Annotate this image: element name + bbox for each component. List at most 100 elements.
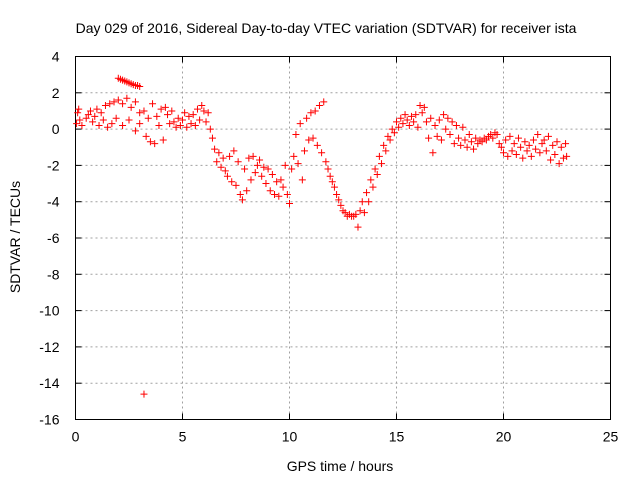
data-point bbox=[198, 102, 206, 110]
data-point bbox=[151, 140, 159, 148]
data-point bbox=[519, 154, 527, 162]
data-point bbox=[286, 200, 293, 208]
data-point bbox=[502, 136, 510, 144]
data-point bbox=[418, 109, 426, 117]
data-point bbox=[185, 112, 193, 120]
data-point bbox=[470, 145, 478, 153]
data-point bbox=[529, 136, 537, 144]
data-point bbox=[440, 111, 448, 119]
data-point bbox=[112, 114, 120, 122]
data-point bbox=[425, 134, 433, 142]
data-point bbox=[433, 132, 441, 140]
data-point bbox=[356, 207, 364, 215]
data-point bbox=[251, 169, 259, 177]
data-point bbox=[204, 109, 212, 117]
data-point bbox=[487, 131, 495, 139]
data-point bbox=[547, 156, 555, 164]
data-point bbox=[457, 141, 465, 149]
data-point bbox=[221, 167, 229, 175]
data-point bbox=[557, 143, 565, 151]
data-point bbox=[542, 147, 550, 155]
data-point bbox=[369, 183, 377, 191]
x-tick-label: 0 bbox=[72, 429, 80, 445]
data-point bbox=[258, 172, 266, 180]
data-point bbox=[131, 98, 139, 106]
data-point bbox=[174, 114, 182, 122]
chart-title: Day 029 of 2016, Sidereal Day-to-day VTE… bbox=[76, 20, 577, 36]
data-point bbox=[378, 160, 386, 168]
data-point bbox=[497, 143, 505, 151]
data-point bbox=[459, 123, 467, 131]
data-point bbox=[510, 140, 518, 148]
data-point bbox=[82, 114, 90, 122]
data-point bbox=[320, 98, 328, 106]
data-point bbox=[236, 190, 244, 198]
data-point bbox=[294, 160, 302, 168]
data-point bbox=[95, 121, 103, 129]
data-point bbox=[281, 161, 289, 169]
data-point bbox=[264, 165, 272, 173]
data-point bbox=[307, 109, 315, 117]
data-point bbox=[395, 123, 403, 131]
data-point bbox=[341, 209, 349, 217]
data-point bbox=[136, 120, 144, 128]
data-point bbox=[450, 140, 458, 148]
data-point bbox=[99, 116, 107, 124]
data-point bbox=[97, 109, 105, 117]
data-point bbox=[324, 165, 332, 173]
data-point bbox=[431, 121, 439, 129]
data-point bbox=[230, 147, 238, 155]
data-point bbox=[527, 152, 535, 160]
x-tick-label: 10 bbox=[282, 429, 298, 445]
data-point bbox=[525, 141, 533, 149]
data-point bbox=[448, 118, 456, 126]
data-point bbox=[260, 163, 268, 171]
data-point bbox=[119, 100, 127, 108]
data-point bbox=[271, 190, 279, 198]
data-point bbox=[544, 132, 552, 140]
data-point bbox=[290, 152, 298, 160]
data-point bbox=[474, 140, 482, 148]
data-point bbox=[422, 118, 430, 126]
data-point bbox=[292, 131, 300, 139]
data-point bbox=[380, 141, 388, 149]
y-tick-label: -4 bbox=[47, 194, 60, 210]
data-point bbox=[219, 154, 227, 162]
data-point bbox=[318, 149, 326, 157]
data-point bbox=[328, 178, 336, 186]
data-point bbox=[249, 152, 257, 160]
data-point bbox=[296, 120, 304, 128]
data-point bbox=[330, 183, 338, 191]
data-point bbox=[463, 143, 471, 151]
data-point bbox=[382, 147, 390, 155]
data-point bbox=[119, 121, 127, 129]
data-point bbox=[213, 158, 221, 166]
data-point bbox=[371, 165, 379, 173]
data-point bbox=[562, 140, 570, 148]
data-point bbox=[108, 120, 116, 128]
data-point bbox=[140, 107, 148, 115]
data-point bbox=[373, 170, 381, 178]
data-point bbox=[179, 116, 186, 124]
data-point bbox=[268, 170, 276, 178]
data-point bbox=[172, 123, 180, 131]
data-point bbox=[168, 107, 176, 115]
x-tick-label: 20 bbox=[496, 429, 512, 445]
data-point bbox=[106, 100, 114, 108]
data-point bbox=[170, 118, 178, 126]
data-point bbox=[256, 156, 264, 164]
data-point bbox=[93, 105, 101, 113]
y-axis-title: SDTVAR / TECUs bbox=[7, 181, 23, 293]
data-point bbox=[416, 102, 424, 110]
data-point bbox=[243, 187, 251, 195]
data-point bbox=[504, 152, 512, 160]
data-point bbox=[140, 390, 148, 398]
data-point bbox=[183, 123, 191, 131]
data-point bbox=[563, 152, 571, 160]
data-point bbox=[110, 98, 118, 106]
data-point bbox=[538, 140, 546, 148]
y-tick-label: -10 bbox=[39, 303, 59, 319]
data-point bbox=[435, 116, 443, 124]
data-point bbox=[405, 121, 413, 129]
data-point bbox=[375, 152, 383, 160]
